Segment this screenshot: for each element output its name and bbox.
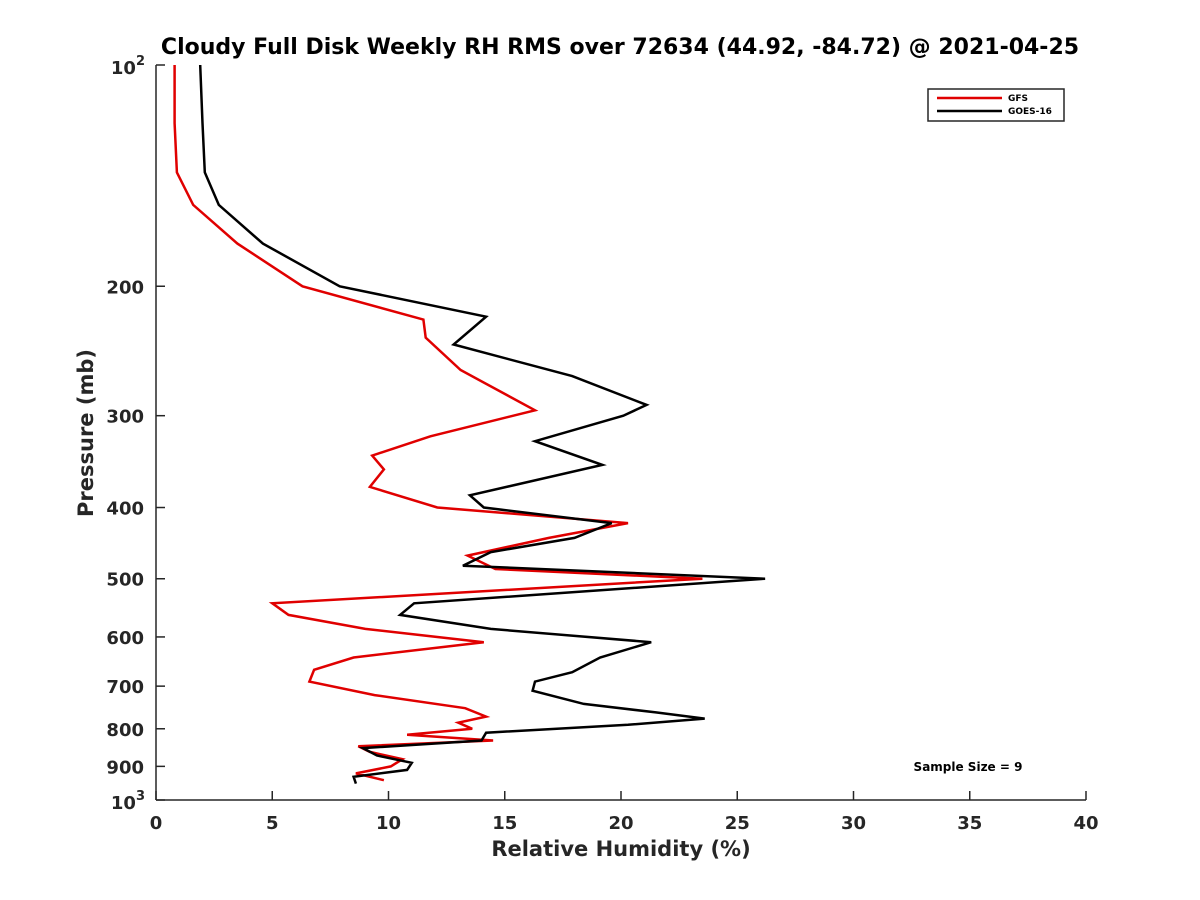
y-axis-label: Pressure (mb) [74, 349, 98, 517]
legend-box [927, 88, 1065, 122]
series-line-gfs [173, 65, 703, 782]
chart-title: Cloudy Full Disk Weekly RH RMS over 7263… [161, 35, 1079, 60]
x-tick-label: 25 [725, 813, 750, 834]
x-ticks: 0 5 10 15 20 25 30 35 40 [150, 791, 1099, 834]
y-tick-label: 800 [106, 720, 144, 741]
x-tick-label: 0 [150, 813, 163, 834]
y-tick-label: 103 [111, 789, 145, 814]
plot-area [155, 65, 1086, 801]
series-layer [173, 64, 766, 785]
x-tick-label: 20 [608, 813, 633, 834]
x-axis-label: Relative Humidity (%) [491, 837, 750, 861]
x-tick-label: 15 [492, 813, 517, 834]
y-tick-label: 300 [106, 407, 144, 428]
y-tick-label: 102 [111, 54, 145, 79]
y-tick-label: 700 [106, 677, 144, 698]
y-tick-label: 500 [106, 570, 144, 591]
x-tick-label: 40 [1073, 813, 1098, 834]
x-tick-label: 35 [957, 813, 982, 834]
legend-label-goes16: GOES-16 [1008, 107, 1052, 117]
y-ticks: 102 200 300 400 500 600 700 800 900 103 [106, 54, 165, 814]
y-tick-label: 900 [106, 757, 144, 778]
legend: GFS GOES-16 [927, 88, 1065, 122]
y-tick-label: 200 [106, 277, 144, 298]
series-line-goes16 [198, 64, 766, 785]
x-tick-label: 30 [841, 813, 866, 834]
sample-size-annotation: Sample Size = 9 [914, 760, 1023, 774]
y-tick-label: 400 [106, 499, 144, 520]
y-tick-label: 600 [106, 628, 144, 649]
x-tick-label: 10 [376, 813, 401, 834]
x-tick-label: 5 [266, 813, 279, 834]
legend-label-gfs: GFS [1008, 94, 1028, 104]
